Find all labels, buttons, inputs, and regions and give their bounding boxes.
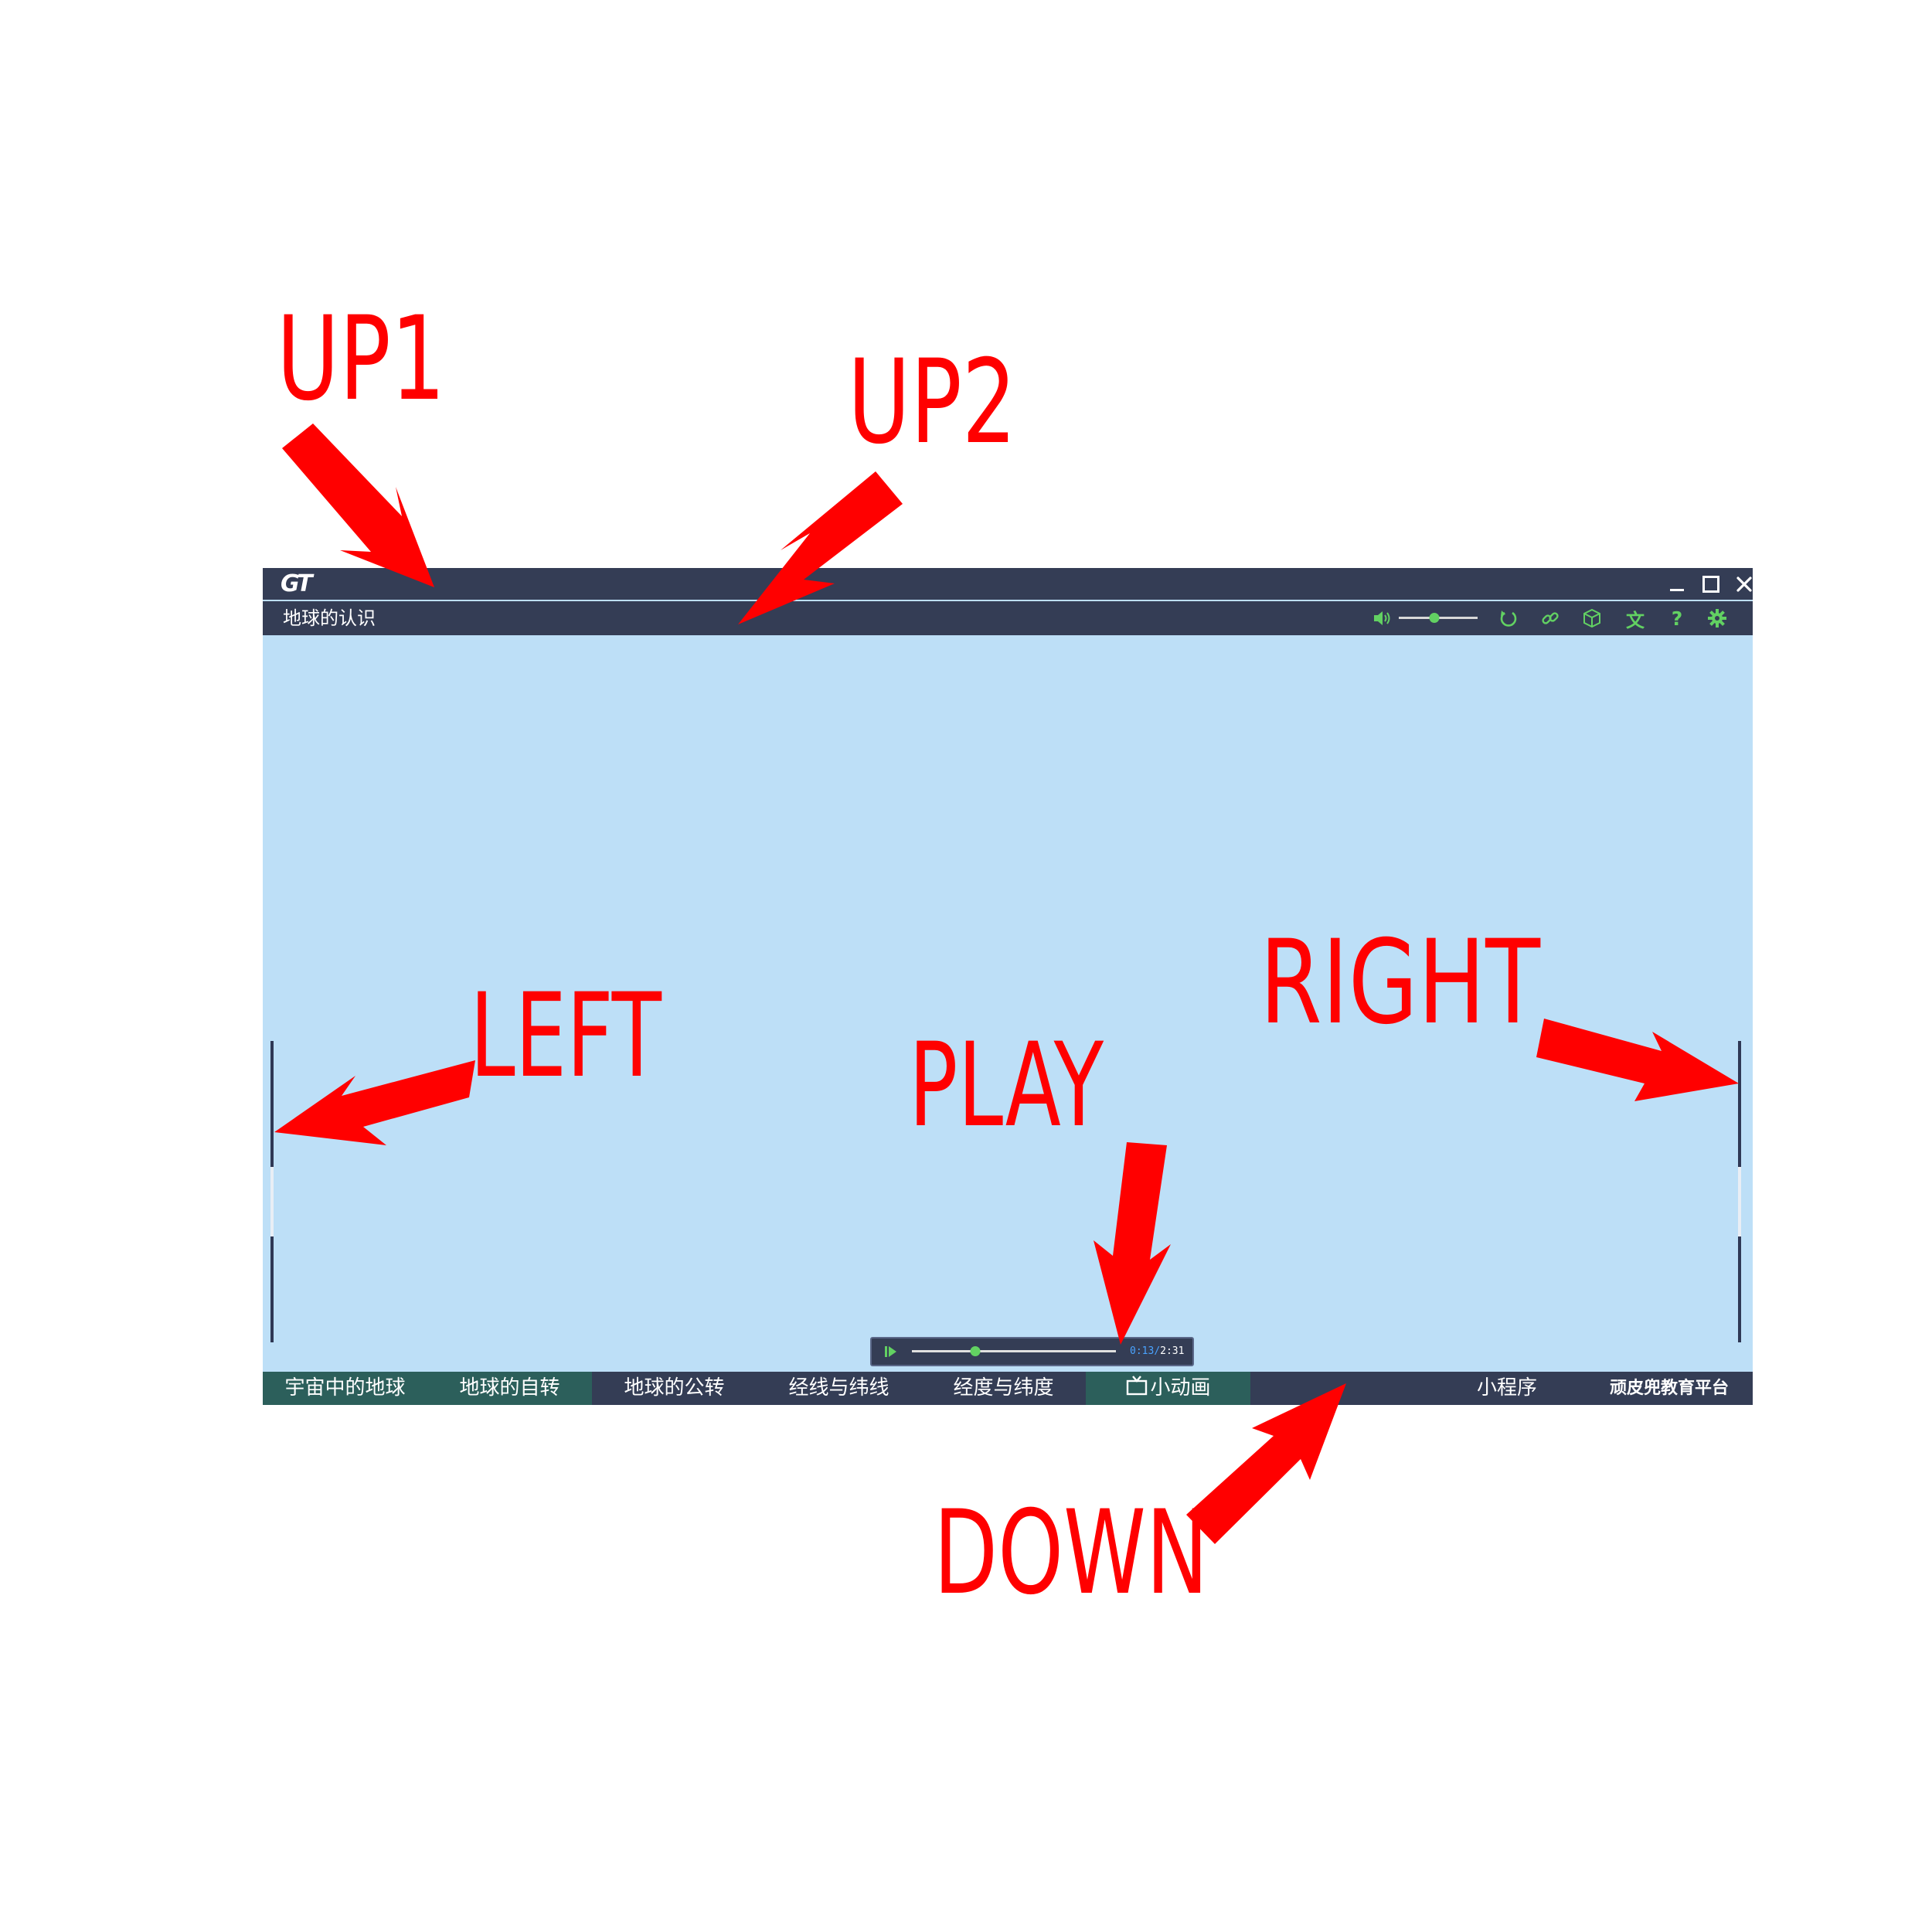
nav-tab-meridians-parallels[interactable]: 经线与纬线 [788,1376,889,1400]
maximize-button[interactable] [1697,570,1725,598]
title-bar: GT [263,568,1753,600]
brand-link[interactable]: 顽皮兜教育平台 [1609,1379,1729,1398]
volume-slider[interactable] [1399,613,1478,623]
page-title: 地球的认识 [283,607,376,629]
bottom-nav: 宇宙中的地球 地球的自转 地球的公转 经线与纬线 经度与纬度 小动画 小程序 顽… [263,1372,1753,1405]
settings-icon[interactable] [1706,607,1728,629]
nav-tab-earth-in-universe[interactable]: 宇宙中的地球 [263,1372,427,1405]
video-player-bar: 0:13/2:31 [870,1337,1194,1366]
play-icon [885,1346,896,1357]
total-time: 2:31 [1160,1345,1185,1357]
nav-tab-longitude-latitude[interactable]: 经度与纬度 [953,1376,1054,1400]
help-icon[interactable]: ? [1671,607,1683,630]
volume-icon[interactable] [1371,607,1393,629]
annotation-down: DOWN [934,1486,1209,1621]
link-icon[interactable] [1539,607,1561,629]
arrow-up1 [282,423,434,587]
reload-icon[interactable] [1498,607,1519,629]
annotation-up1: UP1 [277,292,446,427]
toolbar: 地球的认识 [263,601,1753,635]
annotation-play: PLAY [909,1019,1104,1153]
close-button[interactable] [1730,570,1758,598]
annotation-left: LEFT [470,969,662,1104]
annotation-up2: UP2 [848,335,1017,470]
nav-tab-animation-label: 小动画 [1150,1376,1211,1400]
nav-tab-earth-rotation[interactable]: 地球的自转 [427,1372,592,1405]
app-logo: GT [281,570,313,597]
volume-slider-handle[interactable] [1429,613,1440,623]
play-pause-button[interactable] [883,1343,900,1360]
time-separator: / [1154,1345,1161,1357]
playback-progress-slider[interactable] [912,1346,1116,1356]
annotation-right: RIGHT [1260,916,1540,1050]
left-side-handle[interactable] [270,1041,274,1342]
playback-progress-handle[interactable] [970,1346,981,1356]
playback-time: 0:13/2:31 [1130,1338,1184,1365]
mini-program-link[interactable]: 小程序 [1476,1376,1537,1400]
arrow-down [1186,1383,1346,1544]
nav-tab-animation[interactable]: 小动画 [1086,1372,1250,1405]
text-icon[interactable]: 文 [1626,609,1645,631]
app-window: GT 地球的认识 [263,568,1753,1405]
nav-tab-earth-revolution[interactable]: 地球的公转 [624,1376,725,1400]
close-icon [1736,577,1752,592]
tv-icon [1125,1374,1148,1408]
3d-icon[interactable] [1581,607,1603,629]
right-side-handle[interactable] [1738,1041,1741,1342]
current-time: 0:13 [1130,1345,1155,1357]
minimize-button[interactable] [1663,570,1691,598]
